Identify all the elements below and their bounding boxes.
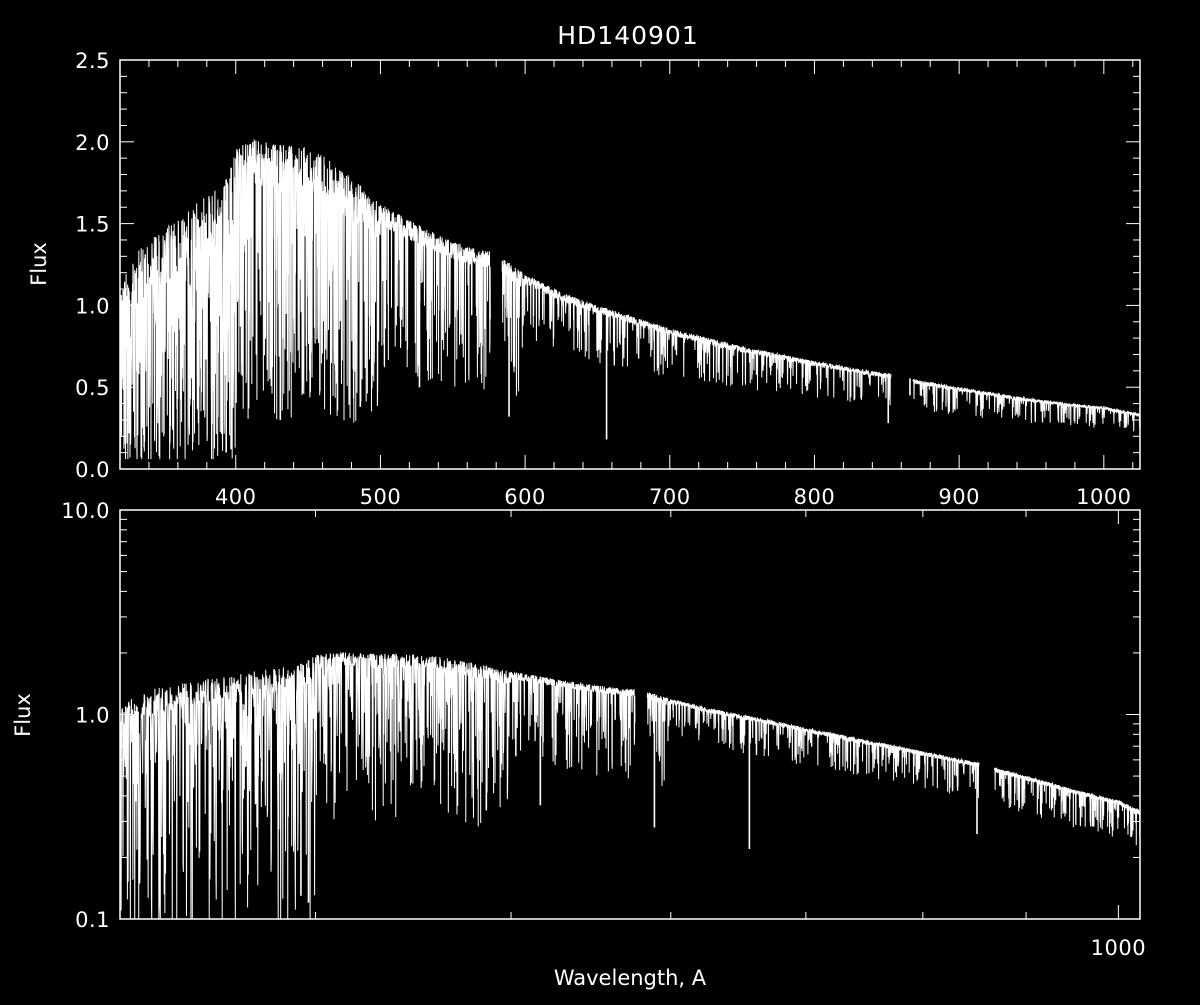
top-x-tick-label-1000: 1000: [1076, 485, 1131, 509]
x-axis-label: Wavelength, A: [554, 966, 707, 990]
top-x-tick-label-600: 600: [504, 485, 546, 509]
bottom-x-tick-label-1000: 1000: [1091, 936, 1146, 960]
bottom-axis-ticks: [120, 509, 1140, 920]
bottom-y-tick-label-0.1: 0.1: [75, 908, 110, 932]
top-x-tick-label-800: 800: [794, 485, 836, 509]
top-y-tick-label-1.5: 1.5: [75, 213, 110, 237]
top-spectrum-line: [119, 139, 1141, 460]
top-x-tick-label-400: 400: [215, 485, 257, 509]
bottom-deep-lines: [300, 660, 978, 903]
bottom-y-tick-label-10.0: 10.0: [61, 499, 110, 523]
chart-title: HD140901: [557, 21, 698, 50]
bottom-y-axis-label: Flux: [11, 693, 35, 737]
top-plot-frame: [119, 59, 1141, 470]
top-y-tick-label-0.0: 0.0: [75, 458, 110, 482]
top-deep-lines: [225, 145, 911, 453]
top-x-tick-label-700: 700: [649, 485, 691, 509]
top-axis-ticks: [120, 59, 1140, 470]
bottom-panel: 1000 0.1 1.0 10.0 Flux Wavelength, A: [11, 499, 1146, 990]
top-y-tick-label-1.0: 1.0: [75, 294, 110, 318]
top-panel: 400 500 600 700 800 900 1000 0.0 0.5 1.0 1.5 2.0 2.5…: [27, 49, 1141, 509]
top-y-tick-label-2.0: 2.0: [75, 131, 110, 155]
top-x-tick-label-500: 500: [360, 485, 402, 509]
bottom-y-tick-label-1.0: 1.0: [75, 704, 110, 728]
top-y-tick-label-2.5: 2.5: [75, 49, 110, 73]
top-y-axis-label: Flux: [27, 242, 51, 286]
top-tick-labels: 400 500 600 700 800 900 1000 0.0 0.5 1.0 1.5 2.0 2.5: [75, 49, 1131, 509]
bottom-spectrum-line: [119, 652, 1141, 920]
bottom-tick-labels: 1000 0.1 1.0 10.0: [61, 499, 1146, 960]
top-y-tick-label-0.5: 0.5: [75, 376, 110, 400]
top-x-tick-label-900: 900: [938, 485, 980, 509]
